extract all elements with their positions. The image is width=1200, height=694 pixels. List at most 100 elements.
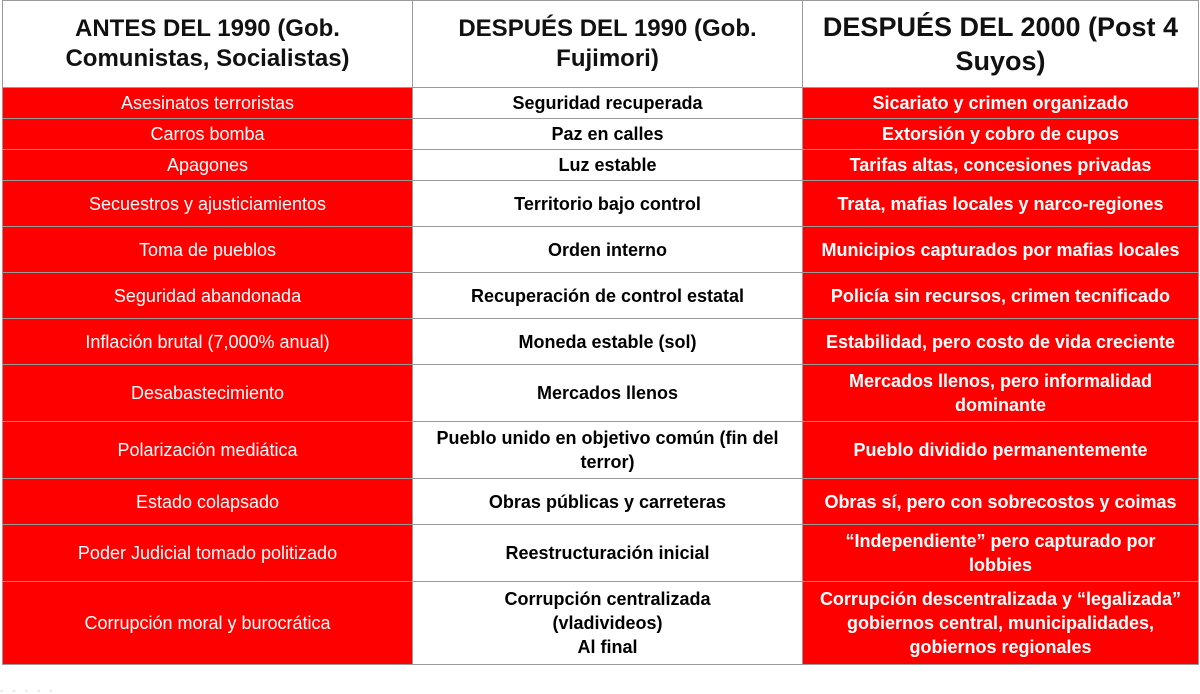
after1990-cell: Luz estable bbox=[412, 149, 803, 181]
header-before-1990: ANTES DEL 1990 (Gob. Comunistas, Sociali… bbox=[2, 0, 413, 88]
before-cell: Corrupción moral y burocrática bbox=[2, 581, 413, 665]
after2000-cell-text: Policía sin recursos, crimen tecnificado bbox=[830, 285, 1171, 306]
before-cell-text: Estado colapsado bbox=[135, 491, 280, 512]
after2000-cell: Policía sin recursos, crimen tecnificado bbox=[802, 272, 1199, 319]
after2000-cell-text: Mercados llenos, pero informalidad bbox=[848, 371, 1153, 391]
before-cell-text: Polarización mediática bbox=[117, 440, 298, 460]
header-before-line-2: Comunistas, Socialistas) bbox=[65, 45, 350, 72]
after1990-cell-text: Paz en calles bbox=[551, 124, 664, 144]
after1990-cell-text: Territorio bajo control bbox=[514, 193, 701, 214]
after1990-cell-text: Mercados llenos bbox=[536, 383, 679, 403]
after2000-cell: “Independiente” pero capturado por lobbie… bbox=[802, 524, 1199, 582]
after1990-cell: Mercados llenos bbox=[412, 364, 803, 422]
watermark-marks: ◦ ◦ ◦ ◦ ◦ bbox=[0, 686, 56, 694]
after1990-cell-text: (vladivideos) bbox=[552, 613, 663, 633]
table-row: Asesinatos terroristas Seguridad recupera… bbox=[2, 87, 1199, 119]
header-after-1990: DESPUÉS DEL 1990 (Gob. Fujimori) bbox=[412, 0, 803, 88]
after1990-cell-text: Pueblo unido en objetivo común (fin del bbox=[436, 428, 779, 448]
after2000-cell-text: Extorsión y cobro de cupos bbox=[881, 124, 1120, 144]
table-row: Polarización mediática Pueblo unido en ob… bbox=[2, 421, 1199, 479]
after1990-cell: Corrupción centralizada (vladivideos) Al f… bbox=[412, 581, 803, 665]
after2000-cell-text: Municipios capturados por mafias locales bbox=[821, 239, 1180, 260]
before-cell-text: Poder Judicial tomado politizado bbox=[77, 543, 338, 563]
table-row: Inflación brutal (7,000% anual) Moneda es… bbox=[2, 318, 1199, 365]
header-before-line-1: ANTES DEL 1990 (Gob. bbox=[75, 15, 340, 42]
after2000-cell: Obras sí, pero con sobrecostos y coimas bbox=[802, 478, 1199, 525]
after2000-cell-text: Estabilidad, pero costo de vida crecient… bbox=[825, 331, 1176, 352]
after2000-cell-text: lobbies bbox=[968, 555, 1032, 575]
after1990-cell: Reestructuración inicial bbox=[412, 524, 803, 582]
after1990-cell-text: Corrupción centralizada bbox=[504, 589, 711, 609]
after2000-cell: Pueblo dividido permanentemente bbox=[802, 421, 1199, 479]
table-row: Toma de pueblos Orden interno Municipios c… bbox=[2, 226, 1199, 273]
comparison-table: ANTES DEL 1990 (Gob. Comunistas, Sociali… bbox=[2, 0, 1199, 665]
after2000-cell-text: Corrupción descentralizada y “legalizada… bbox=[819, 589, 1182, 609]
after2000-cell: Tarifas altas, concesiones privadas bbox=[802, 149, 1199, 181]
after1990-cell-text: Seguridad recuperada bbox=[512, 93, 703, 113]
after2000-cell-text: Pueblo dividido permanentemente bbox=[853, 440, 1148, 460]
before-cell-text: Asesinatos terroristas bbox=[120, 93, 295, 113]
after1990-cell: Paz en calles bbox=[412, 118, 803, 150]
before-cell-text: Corrupción moral y burocrática bbox=[84, 613, 331, 633]
table-row: Seguridad abandonada Recuperación de cont… bbox=[2, 272, 1199, 319]
after1990-cell-text: Reestructuración inicial bbox=[505, 543, 710, 563]
after1990-cell: Orden interno bbox=[412, 226, 803, 273]
before-cell-text: Seguridad abandonada bbox=[113, 285, 302, 306]
table-row: Desabastecimiento Mercados llenos Mercados… bbox=[2, 364, 1199, 422]
before-cell-text: Inflación brutal (7,000% anual) bbox=[85, 331, 330, 352]
after2000-cell-text: Sicariato y crimen organizado bbox=[872, 93, 1129, 113]
header-after-2000: DESPUÉS DEL 2000 (Post 4 Suyos) bbox=[802, 0, 1199, 88]
after2000-cell: Sicariato y crimen organizado bbox=[802, 87, 1199, 119]
after2000-cell: Mercados llenos, pero informalidad domina… bbox=[802, 364, 1199, 422]
after2000-cell-text: Obras sí, pero con sobrecostos y coimas bbox=[824, 491, 1177, 512]
after2000-cell: Municipios capturados por mafias locales bbox=[802, 226, 1199, 273]
table-row: Secuestros y ajusticiamientos Territorio … bbox=[2, 180, 1199, 227]
after1990-cell-text: Orden interno bbox=[547, 239, 667, 260]
after1990-cell-text: Al final bbox=[577, 637, 638, 657]
before-cell: Seguridad abandonada bbox=[2, 272, 413, 319]
after2000-cell: Corrupción descentralizada y “legalizada… bbox=[802, 581, 1199, 665]
after2000-cell-text: Trata, mafias locales y narco-regiones bbox=[837, 193, 1164, 214]
table-row: Apagones Luz estable Tarifas altas, conces… bbox=[2, 149, 1199, 181]
before-cell: Poder Judicial tomado politizado bbox=[2, 524, 413, 582]
table-row: Carros bomba Paz en calles Extorsión y cob… bbox=[2, 118, 1199, 150]
header-row: ANTES DEL 1990 (Gob. Comunistas, Sociali… bbox=[2, 0, 1199, 88]
before-cell: Secuestros y ajusticiamientos bbox=[2, 180, 413, 227]
before-cell: Inflación brutal (7,000% anual) bbox=[2, 318, 413, 365]
before-cell-text: Desabastecimiento bbox=[130, 383, 285, 403]
before-cell-text: Carros bomba bbox=[150, 124, 265, 144]
after2000-cell-text: gobiernos regionales bbox=[909, 637, 1092, 657]
before-cell-text: Toma de pueblos bbox=[138, 239, 277, 260]
before-cell-text: Secuestros y ajusticiamientos bbox=[88, 193, 327, 214]
before-cell: Estado colapsado bbox=[2, 478, 413, 525]
after1990-cell-text: Recuperación de control estatal bbox=[470, 285, 745, 306]
header-after1990-line-2: Fujimori) bbox=[556, 45, 659, 72]
after1990-cell: Moneda estable (sol) bbox=[412, 318, 803, 365]
before-cell: Toma de pueblos bbox=[2, 226, 413, 273]
after1990-cell: Territorio bajo control bbox=[412, 180, 803, 227]
before-cell: Asesinatos terroristas bbox=[2, 87, 413, 119]
header-after1990-line-1: DESPUÉS DEL 1990 (Gob. bbox=[458, 15, 757, 42]
table-row: Estado colapsado Obras públicas y carrete… bbox=[2, 478, 1199, 525]
after2000-cell: Extorsión y cobro de cupos bbox=[802, 118, 1199, 150]
before-cell: Apagones bbox=[2, 149, 413, 181]
after1990-cell-text: Obras públicas y carreteras bbox=[488, 491, 727, 512]
after2000-cell-text: dominante bbox=[954, 395, 1046, 415]
table-row: Poder Judicial tomado politizado Reestruc… bbox=[2, 524, 1199, 582]
before-cell: Polarización mediática bbox=[2, 421, 413, 479]
after1990-cell: Pueblo unido en objetivo común (fin del t… bbox=[412, 421, 803, 479]
after2000-cell-text: Tarifas altas, concesiones privadas bbox=[849, 155, 1152, 175]
after2000-cell: Estabilidad, pero costo de vida crecient… bbox=[802, 318, 1199, 365]
after1990-cell: Seguridad recuperada bbox=[412, 87, 803, 119]
table-row: Corrupción moral y burocrática Corrupción… bbox=[2, 581, 1199, 665]
after1990-cell-text: Luz estable bbox=[558, 155, 657, 175]
after1990-cell-text: terror) bbox=[580, 452, 635, 472]
before-cell: Desabastecimiento bbox=[2, 364, 413, 422]
after2000-cell-text: “Independiente” pero capturado por bbox=[845, 531, 1156, 551]
after1990-cell: Recuperación de control estatal bbox=[412, 272, 803, 319]
header-after2000-line-1: DESPUÉS DEL 2000 (Post 4 bbox=[822, 12, 1179, 42]
after2000-cell: Trata, mafias locales y narco-regiones bbox=[802, 180, 1199, 227]
after1990-cell-text: Moneda estable (sol) bbox=[518, 331, 697, 352]
before-cell-text: Apagones bbox=[166, 155, 249, 175]
